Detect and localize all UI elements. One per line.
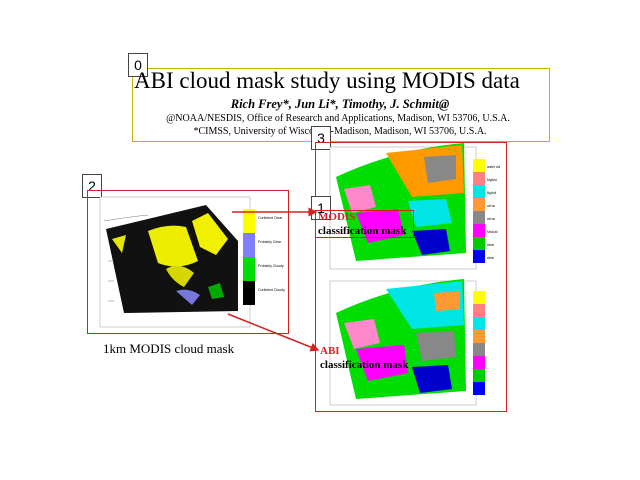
legend-label: cirrus xyxy=(487,204,495,208)
cloud-mask-caption: 1km MODIS cloud mask xyxy=(103,341,235,356)
legend-label: cirrus xyxy=(487,217,495,221)
title-block-frame xyxy=(132,68,550,142)
abi-label-subtitle: classification mask xyxy=(320,359,409,371)
classification-maps: water cld Mgfcld Bgfcld cirrus cirrus Mx… xyxy=(329,143,500,406)
modis-label-subtitle: classification mask xyxy=(318,225,407,237)
legend-label: Confident Cloudy xyxy=(258,288,285,292)
legend-label: Probably Cloudy xyxy=(258,264,284,268)
legend-swatch xyxy=(243,281,255,305)
paper-title: ABI cloud mask study using MODIS data xyxy=(134,68,520,93)
legend-label: Confident Clear xyxy=(258,216,283,220)
arrow-to-abi xyxy=(227,313,320,352)
affiliation-cimss: *CIMSS, University of Wisconsin-Madison,… xyxy=(193,126,487,137)
legend-label: Mgfcld xyxy=(487,178,497,182)
paper-authors: Rich Frey*, Jun Li*, Timothy, J. Schmit@ xyxy=(230,97,450,111)
classification-figure-frame: water cld Mgfcld Bgfcld cirrus cirrus Mx… xyxy=(315,142,507,412)
abi-label-title: ABI xyxy=(320,345,340,357)
modis-label-title: MODIS xyxy=(318,211,356,223)
region-label-0: 0 xyxy=(128,53,148,77)
legend-label: clear xyxy=(487,256,495,260)
cloud-mask-figure-frame: Confident Clear Probably Clear Probably … xyxy=(87,190,289,334)
legend-swatch xyxy=(243,257,255,281)
legend-swatch xyxy=(243,233,255,257)
abi-label: ABI classification mask xyxy=(320,344,408,372)
legend-label: water cld xyxy=(487,165,500,169)
modis-label: MODIS classification mask xyxy=(318,210,406,238)
legend-label: Probably Clear xyxy=(258,240,282,244)
legend-label: clear xyxy=(487,243,495,247)
affiliation-noaa: @NOAA/NESDIS, Office of Research and App… xyxy=(166,113,510,124)
modis-callout-frame xyxy=(315,210,414,238)
legend-label: Bgfcld xyxy=(487,191,496,195)
region-label-3: 3 xyxy=(311,126,331,150)
legend-label: Mxdcld xyxy=(487,230,498,234)
cloud-mask-map: Confident Clear Probably Clear Probably … xyxy=(99,196,285,328)
legend-swatch xyxy=(243,209,255,233)
